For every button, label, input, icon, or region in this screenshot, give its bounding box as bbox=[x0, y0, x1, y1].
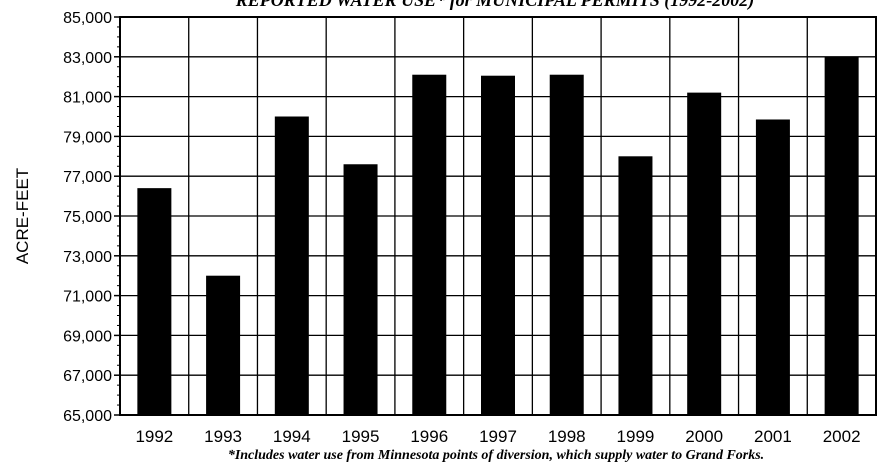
bar-2000 bbox=[687, 92, 722, 416]
y-tick-label: 83,000 bbox=[63, 50, 112, 67]
x-tick-label-1992: 1992 bbox=[135, 427, 173, 446]
y-tick-label: 81,000 bbox=[63, 90, 112, 107]
y-tick-label: 65,000 bbox=[63, 408, 112, 425]
y-tick-label: 69,000 bbox=[63, 328, 112, 345]
x-tick-label-1997: 1997 bbox=[479, 427, 517, 446]
y-axis-label: ACRE-FEET bbox=[13, 168, 32, 264]
bar-1996 bbox=[412, 74, 447, 416]
bar-1995 bbox=[343, 164, 378, 415]
x-tick-label-1998: 1998 bbox=[548, 427, 586, 446]
y-tick-label: 77,000 bbox=[63, 169, 112, 186]
x-tick-label-2000: 2000 bbox=[685, 427, 723, 446]
plot-frame bbox=[119, 16, 877, 416]
bar-1999 bbox=[618, 156, 653, 416]
bar-2002 bbox=[824, 56, 859, 416]
y-axis-ticks: 65,000 67,000 69,000 71,000 73,000 75,000 77,0… bbox=[63, 10, 120, 425]
x-tick-label-1999: 1999 bbox=[617, 427, 655, 446]
x-tick-label-1996: 1996 bbox=[410, 427, 448, 446]
y-tick-label: 85,000 bbox=[63, 10, 112, 27]
bar-1998 bbox=[549, 74, 584, 416]
x-tick-label-2002: 2002 bbox=[823, 427, 861, 446]
y-tick-label: 79,000 bbox=[63, 129, 112, 146]
bar-1993 bbox=[206, 275, 241, 415]
bar-1992 bbox=[137, 188, 172, 415]
x-tick-label-1993: 1993 bbox=[204, 427, 242, 446]
footnote: *Includes water use from Minnesota point… bbox=[228, 448, 764, 463]
bar-2001 bbox=[755, 119, 790, 416]
bar-1994 bbox=[274, 116, 309, 415]
x-tick-label-1994: 1994 bbox=[273, 427, 311, 446]
x-tick-label-2001: 2001 bbox=[754, 427, 792, 446]
y-tick-label: 67,000 bbox=[63, 368, 112, 385]
y-tick-label: 75,000 bbox=[63, 209, 112, 226]
y-tick-label: 71,000 bbox=[63, 289, 112, 306]
bar-1997 bbox=[481, 75, 515, 415]
x-axis-ticks: 1992 1993 1994 1995 1996 1997 1998 1999 2000 2001… bbox=[135, 427, 860, 446]
x-tick-label-1995: 1995 bbox=[342, 427, 380, 446]
bars bbox=[137, 56, 859, 416]
y-tick-label: 73,000 bbox=[63, 249, 112, 266]
chart-title: REPORTED WATER USE* for MUNICIPAL PERMIT… bbox=[235, 0, 754, 11]
